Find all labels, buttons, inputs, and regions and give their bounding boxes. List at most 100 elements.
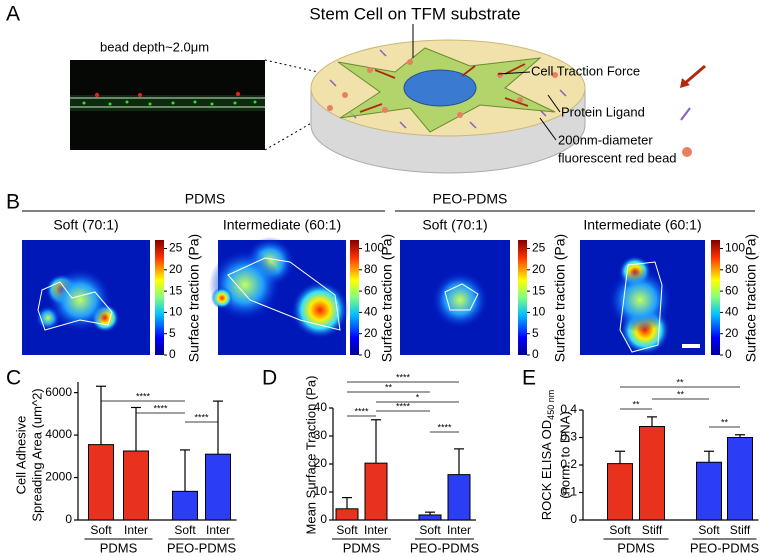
bar (88, 444, 114, 521)
y-tick-label: 30 (314, 428, 328, 442)
traction-spot (211, 287, 233, 309)
significance-label: **** (153, 403, 168, 413)
traction-spot (47, 267, 113, 333)
x-tick-label: Stiff (730, 523, 751, 537)
legend-pointer (539, 117, 557, 141)
significance-label: ** (721, 417, 729, 427)
y-axis-label: (norm. to DNA) (557, 411, 572, 498)
y-tick-label: 0.1 (560, 485, 577, 499)
cell-outline (619, 261, 663, 353)
y-axis-label: Spreading Area (um^2) (29, 388, 44, 521)
legend-label: fluorescent red bead (558, 150, 677, 165)
significance-label: **** (396, 372, 411, 382)
cell-outline (37, 281, 113, 331)
panel-label: B (6, 191, 20, 214)
scale-bar (682, 344, 700, 348)
colorbar-tick-label: 25 (532, 241, 546, 255)
traction-spot (431, 271, 489, 329)
group-label: PDMS (185, 191, 225, 207)
colorbar (711, 240, 720, 355)
x-tick-label: Inter (124, 523, 148, 537)
x-tick-label: Inter (364, 523, 388, 537)
significance-label: **** (354, 406, 369, 416)
y-axis-label: Mean Surface Traction (Pa) (303, 376, 318, 535)
y-tick-label: 0 (570, 512, 577, 526)
bar (205, 453, 231, 521)
colorbar (350, 240, 359, 355)
y-tick-label: 0 (320, 512, 327, 526)
significance-label: ** (677, 389, 685, 399)
colorbar-tick-label: 60 (364, 283, 378, 297)
significance-label: **** (136, 391, 151, 401)
zoom-line (264, 59, 319, 73)
bar (696, 461, 722, 521)
legend-pointer (547, 94, 561, 113)
bar (607, 463, 633, 521)
colorbar-tick-label: 15 (169, 283, 183, 297)
legend-label: 200nm-diameter (558, 132, 653, 147)
colorbar-tick-label: 20 (364, 326, 378, 340)
legend-label: Protein Ligand (561, 104, 645, 119)
colorbar-tick-label: 10 (532, 305, 546, 319)
group-label: PEO-PDMS (690, 540, 760, 555)
map-title: Soft (70:1) (53, 217, 118, 233)
significance-label: * (416, 392, 420, 402)
colorbar-label: Surface traction (Pa) (552, 234, 568, 362)
map-title: Intermediate (60:1) (583, 217, 701, 233)
colorbar-tick-label: 60 (725, 283, 739, 297)
significance-label: **** (194, 412, 209, 422)
significance-label: ** (385, 382, 393, 392)
x-tick-label: Soft (336, 523, 358, 537)
legend-label: Cell Traction Force (531, 63, 640, 78)
x-tick-label: Soft (698, 523, 720, 537)
image-caption: bead depth~2.0μm (100, 39, 209, 54)
colorbar-label: Surface traction (Pa) (186, 234, 202, 362)
y-tick-label: 40 (314, 400, 328, 414)
x-tick-label: Soft (90, 523, 112, 537)
colorbar-tick-label: 0 (532, 347, 539, 361)
bar (727, 437, 753, 521)
green-beads (82, 100, 257, 106)
colorbar (155, 240, 164, 355)
colorbar-tick-label: 0 (725, 347, 732, 361)
panel-label: E (522, 367, 536, 390)
colorbar-tick-label: 40 (725, 305, 739, 319)
traction-spot (607, 267, 673, 333)
colorbar-tick-label: 20 (532, 262, 546, 276)
bar (364, 462, 388, 521)
significance-label: **** (396, 401, 411, 411)
colorbar-tick-label: 80 (364, 262, 378, 276)
y-tick-label: 0 (65, 512, 72, 526)
colorbar-tick-label: 25 (169, 241, 183, 255)
panel-label: C (6, 367, 21, 390)
significance-label: ** (676, 377, 684, 387)
force-arrows (359, 63, 529, 113)
bar (418, 514, 442, 521)
legend-bead (682, 147, 692, 157)
traction-spot (209, 249, 281, 321)
y-tick-label: 4000 (45, 427, 72, 441)
zoom-line (264, 117, 321, 151)
legend-pointer (497, 71, 531, 75)
colorbar-tick-label: 80 (725, 262, 739, 276)
y-axis-label: Cell Adhesive (13, 416, 28, 495)
group-label: PDMS (617, 540, 655, 555)
bar (172, 490, 198, 521)
panel-label: A (6, 3, 20, 26)
bar (335, 508, 359, 521)
x-tick-label: Soft (174, 523, 196, 537)
colorbar-tick-label: 40 (364, 305, 378, 319)
panel-label: D (262, 367, 277, 390)
colorbar-tick-label: 0 (169, 347, 176, 361)
legend-arrow (683, 64, 706, 86)
colorbar-tick-label: 0 (364, 347, 371, 361)
bar-panels: C Cell Adhesive Spreading Area (um^2) 0 2000… (6, 367, 759, 556)
legend-ligand (680, 107, 691, 121)
bar (639, 426, 665, 521)
colorbar-tick-label: 20 (725, 326, 739, 340)
group-label: PEO-PDMS (410, 540, 480, 555)
y-tick-label: 2000 (45, 470, 72, 484)
x-tick-label: Stiff (642, 523, 663, 537)
